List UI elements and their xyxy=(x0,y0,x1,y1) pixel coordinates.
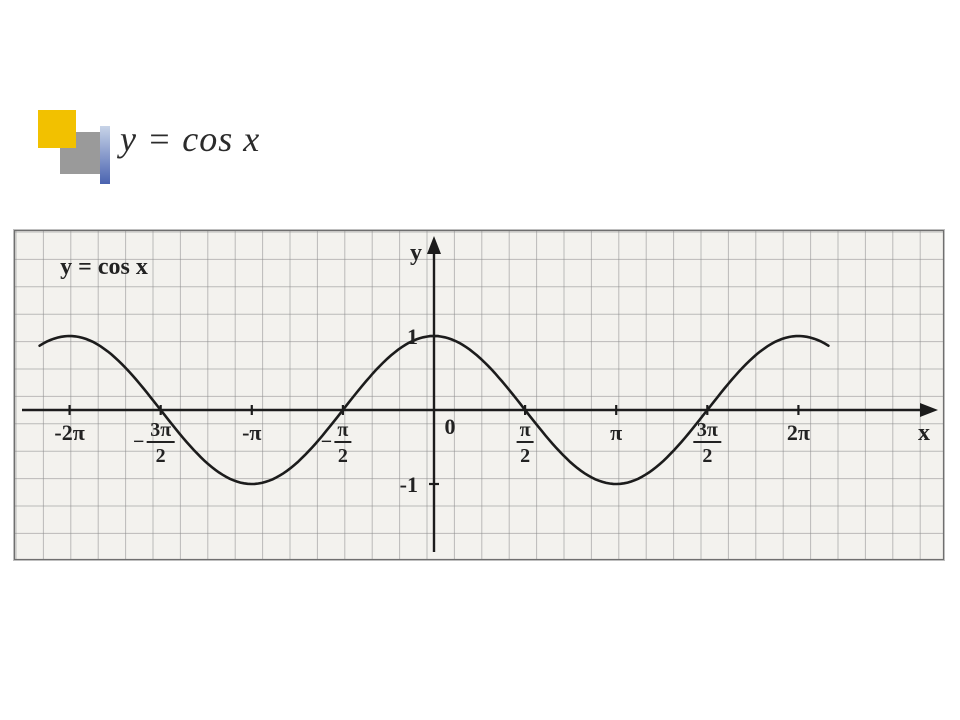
title-badge xyxy=(38,110,98,180)
svg-text:2: 2 xyxy=(520,445,530,467)
svg-text:-1: -1 xyxy=(400,472,418,497)
svg-text:π: π xyxy=(520,419,531,441)
svg-text:3π: 3π xyxy=(697,419,718,441)
svg-text:-2π: -2π xyxy=(54,420,84,445)
svg-text:−: − xyxy=(321,431,332,453)
svg-text:π: π xyxy=(337,419,348,441)
svg-text:-π: -π xyxy=(242,420,261,445)
svg-text:2: 2 xyxy=(702,445,712,467)
svg-text:π: π xyxy=(610,420,622,445)
cosine-chart: -2π−3π2-π−π2π2π3π22π1-1xy0y = cos x xyxy=(14,230,944,560)
svg-text:−: − xyxy=(133,431,144,453)
graph-paper: -2π−3π2-π−π2π2π3π22π1-1xy0y = cos x xyxy=(14,230,944,560)
svg-text:x: x xyxy=(918,420,930,446)
svg-text:1: 1 xyxy=(407,324,418,349)
svg-text:2π: 2π xyxy=(787,420,810,445)
svg-text:2: 2 xyxy=(338,445,348,467)
svg-text:3π: 3π xyxy=(150,419,171,441)
badge-yellow-square xyxy=(38,110,76,148)
svg-text:y: y xyxy=(410,240,422,266)
svg-text:0: 0 xyxy=(445,414,456,439)
svg-text:2: 2 xyxy=(156,445,166,467)
slide-title: y = cos x xyxy=(120,118,260,160)
svg-text:y = cos x: y = cos x xyxy=(60,254,148,280)
badge-gradient-bar xyxy=(100,126,110,184)
